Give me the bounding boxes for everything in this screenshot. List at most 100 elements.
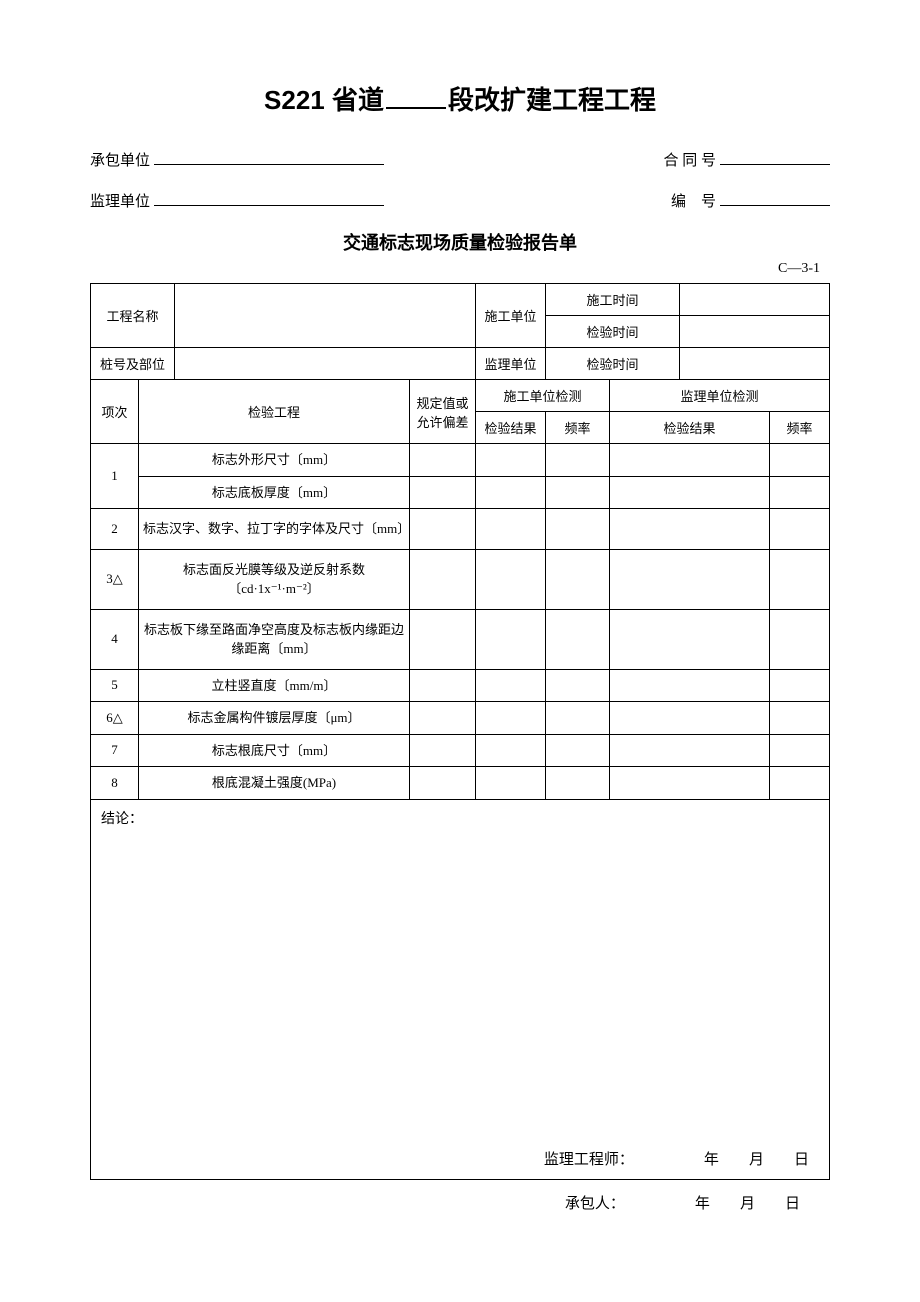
pile-no-value [175, 348, 476, 380]
freq-cell [545, 609, 609, 669]
table-row: 标志底板厚度〔mm〕 [91, 476, 830, 509]
contractor-field: 承包单位 [90, 147, 384, 170]
item-no: 1 [91, 444, 139, 509]
inspection-time-label-2: 检验时间 [545, 348, 679, 380]
month-label: 月 [749, 1152, 764, 1168]
table-row: 8 根底混凝土强度(MPa) [91, 767, 830, 800]
supervision-unit-label: 监理单位 [475, 348, 545, 380]
construction-unit-label: 施工单位 [475, 284, 545, 348]
inspect-item: 标志汉字、数字、拉丁字的字体及尺寸〔mm〕 [139, 509, 410, 550]
freq-cell-2 [770, 444, 830, 477]
doc-code: C—3-1 [90, 261, 830, 277]
item-no: 4 [91, 609, 139, 669]
spec-header: 规定值或允许偏差 [409, 380, 475, 444]
freq-cell-2 [770, 609, 830, 669]
item-no-header: 项次 [91, 380, 139, 444]
result-cell [475, 767, 545, 800]
result-cell-2 [609, 609, 769, 669]
inspection-time-value-2 [680, 348, 830, 380]
spec-cell [409, 702, 475, 735]
freq-cell [545, 476, 609, 509]
result-cell [475, 476, 545, 509]
inspect-item: 标志外形尺寸〔mm〕 [139, 444, 410, 477]
freq-cell [545, 444, 609, 477]
signer-row: 承包人： 年 月 日 [90, 1192, 830, 1213]
freq-cell [545, 549, 609, 609]
main-table: 工程名称 施工单位 施工时间 检验时间 桩号及部位 监理单位 检验时间 项次 检… [90, 283, 830, 800]
day-label-2: 日 [785, 1196, 800, 1212]
inspection-time-value [680, 316, 830, 348]
table-row: 7 标志根底尺寸〔mm〕 [91, 734, 830, 767]
item-no: 8 [91, 767, 139, 800]
spec-cell [409, 767, 475, 800]
result-cell [475, 444, 545, 477]
spec-cell [409, 609, 475, 669]
conclusion-footer: 监理工程师： 年 月 日 [91, 1148, 809, 1169]
header-row-3: 桩号及部位 监理单位 检验时间 [91, 348, 830, 380]
inspect-item: 标志板下缘至路面净空高度及标志板内缘距边缘距离〔mm〕 [139, 609, 410, 669]
freq-header-1: 频率 [545, 412, 609, 444]
construction-test-header: 施工单位检测 [475, 380, 609, 412]
year-label: 年 [704, 1152, 719, 1168]
project-name-value [175, 284, 476, 348]
supervisor-label: 监理单位 [90, 190, 150, 211]
meta-row-1: 承包单位 合 同 号 [90, 147, 830, 170]
freq-cell [545, 669, 609, 702]
freq-cell [545, 509, 609, 550]
freq-cell-2 [770, 549, 830, 609]
spec-cell [409, 476, 475, 509]
freq-cell-2 [770, 509, 830, 550]
project-name-label: 工程名称 [91, 284, 175, 348]
result-cell-2 [609, 669, 769, 702]
freq-cell-2 [770, 734, 830, 767]
freq-cell [545, 767, 609, 800]
title-blank [386, 107, 446, 109]
freq-cell [545, 734, 609, 767]
freq-cell-2 [770, 669, 830, 702]
table-row: 4 标志板下缘至路面净空高度及标志板内缘距边缘距离〔mm〕 [91, 609, 830, 669]
freq-cell [545, 702, 609, 735]
table-row: 6△ 标志金属构件镀层厚度〔μm〕 [91, 702, 830, 735]
result-cell [475, 549, 545, 609]
inspect-item: 标志金属构件镀层厚度〔μm〕 [139, 702, 410, 735]
table-row: 5 立柱竖直度〔mm/m〕 [91, 669, 830, 702]
freq-header-2: 频率 [770, 412, 830, 444]
serial-no-blank [720, 188, 830, 206]
contract-no-blank [720, 147, 830, 165]
month-label-2: 月 [740, 1196, 755, 1212]
engineer-label: 监理工程师： [544, 1148, 634, 1169]
supervisor-field: 监理单位 [90, 188, 384, 211]
title-suffix: 段改扩建工程工程 [448, 85, 656, 115]
supervisor-blank [154, 188, 384, 206]
inspect-item: 根底混凝土强度(MPa) [139, 767, 410, 800]
inspect-item: 标志根底尺寸〔mm〕 [139, 734, 410, 767]
result-cell-2 [609, 444, 769, 477]
inspect-header-row-1: 项次 检验工程 规定值或允许偏差 施工单位检测 监理单位检测 [91, 380, 830, 412]
result-cell [475, 702, 545, 735]
table-row: 3△ 标志面反光膜等级及逆反射系数〔cd·1x⁻¹·m⁻²〕 [91, 549, 830, 609]
pile-no-label: 桩号及部位 [91, 348, 175, 380]
result-cell [475, 669, 545, 702]
title-prefix: S221 省道 [264, 85, 384, 115]
freq-cell-2 [770, 476, 830, 509]
table-row: 2 标志汉字、数字、拉丁字的字体及尺寸〔mm〕 [91, 509, 830, 550]
subtitle: 交通标志现场质量检验报告单 [90, 229, 830, 255]
contract-no-label: 合 同 号 [663, 149, 716, 170]
table-row: 1 标志外形尺寸〔mm〕 [91, 444, 830, 477]
result-header-2: 检验结果 [609, 412, 769, 444]
construction-time-label: 施工时间 [545, 284, 679, 316]
spec-cell [409, 549, 475, 609]
conclusion-box: 结论： 监理工程师： 年 月 日 [90, 800, 830, 1180]
result-cell [475, 609, 545, 669]
item-no: 3△ [91, 549, 139, 609]
contractor-sig-label: 承包人： [565, 1192, 625, 1213]
result-cell-2 [609, 702, 769, 735]
year-label-2: 年 [695, 1196, 710, 1212]
item-no: 7 [91, 734, 139, 767]
supervision-test-header: 监理单位检测 [609, 380, 829, 412]
result-cell-2 [609, 476, 769, 509]
date-ymd: 年 月 日 [704, 1148, 809, 1169]
document-title: S221 省道 段改扩建工程工程 [90, 80, 830, 117]
contractor-blank [154, 147, 384, 165]
result-header-1: 检验结果 [475, 412, 545, 444]
